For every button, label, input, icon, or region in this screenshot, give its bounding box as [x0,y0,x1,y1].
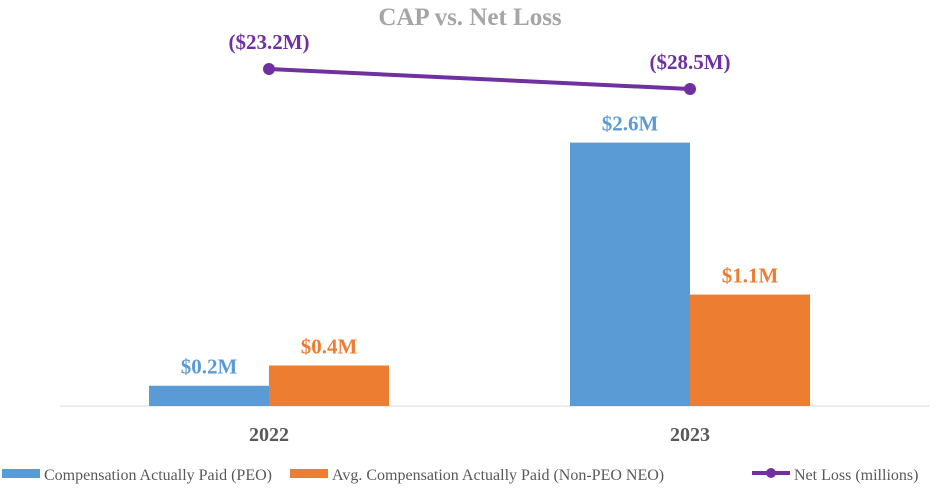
bar-peo [570,142,690,406]
legend-marker-net-loss [766,468,776,478]
data-label: ($28.5M) [649,50,730,74]
legend-swatch-non-peo [290,469,328,478]
data-label: $1.1M [722,264,779,288]
net-loss-point [684,83,696,96]
data-label: $2.6M [602,112,659,136]
legend-swatch-peo [2,469,40,478]
x-tick-label: 2023 [670,424,710,446]
bar-non-peo [690,294,810,406]
bar-non-peo [269,365,389,406]
x-tick-label: 2022 [249,424,289,446]
net-loss-point [263,63,275,76]
chart-title: CAP vs. Net Loss [378,4,562,31]
legend: Compensation Actually Paid (PEO) Avg. Co… [2,467,918,484]
legend-label-peo: Compensation Actually Paid (PEO) [44,467,272,484]
data-label: ($23.2M) [228,30,309,54]
bar-peo [149,385,269,406]
data-label: $0.2M [181,355,238,379]
legend-label-non-peo: Avg. Compensation Actually Paid (Non-PEO… [332,467,664,484]
data-label: $0.4M [301,334,358,358]
legend-label-net-loss: Net Loss (millions) [794,467,918,484]
net-loss-line [268,67,691,92]
